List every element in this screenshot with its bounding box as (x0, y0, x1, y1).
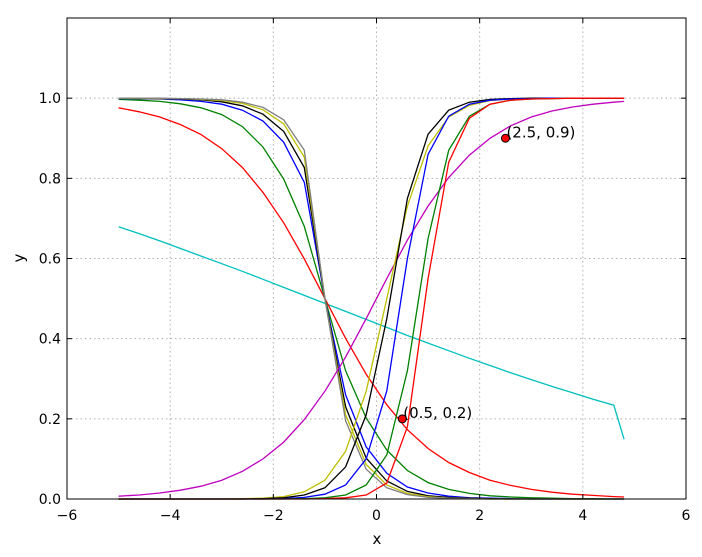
series-lines (118, 97, 625, 500)
series-line-6 (118, 97, 625, 500)
y-tick-label: 0.2 (39, 412, 61, 428)
series-line-1 (118, 107, 625, 498)
series-line-12 (118, 97, 625, 500)
y-tick-label: 0.4 (39, 332, 61, 348)
annotations: (0.5, 0.2) (2.5, 0.9) (397, 123, 575, 424)
series-line-11 (118, 97, 625, 500)
x-tick-label: −4 (160, 508, 181, 524)
y-tick-label: 1.0 (39, 91, 61, 107)
series-line-9 (118, 97, 625, 500)
x-tick-label: 2 (475, 508, 484, 524)
x-tick-label: −6 (57, 508, 78, 524)
annotation-point (397, 414, 407, 424)
y-tick-label: 0.0 (39, 492, 61, 508)
x-tick-label: 4 (578, 508, 587, 524)
x-axis-label: x (373, 530, 382, 548)
series-line-8 (118, 97, 625, 500)
axis-ticks: −6 −4 −2 0 2 4 6 0.0 0.2 0.4 0.6 0.8 1.0 (39, 18, 691, 524)
series-line-2 (118, 98, 625, 500)
annotation-label: (0.5, 0.2) (403, 404, 472, 422)
series-line-3 (118, 97, 625, 500)
series-line-5 (118, 97, 625, 500)
series-line-4 (118, 97, 625, 500)
series-line-10 (118, 97, 625, 500)
series-line-7 (118, 100, 625, 497)
x-tick-label: −2 (263, 508, 284, 524)
x-tick-label: 6 (682, 508, 691, 524)
grid-lines (67, 18, 686, 499)
series-line-0 (118, 226, 625, 440)
x-tick-label: 0 (372, 508, 381, 524)
y-tick-label: 0.8 (39, 171, 61, 187)
annotation-label: (2.5, 0.9) (506, 123, 575, 141)
annotation-point (500, 133, 510, 143)
y-axis-label: y (10, 253, 28, 262)
y-tick-label: 0.6 (39, 252, 61, 268)
